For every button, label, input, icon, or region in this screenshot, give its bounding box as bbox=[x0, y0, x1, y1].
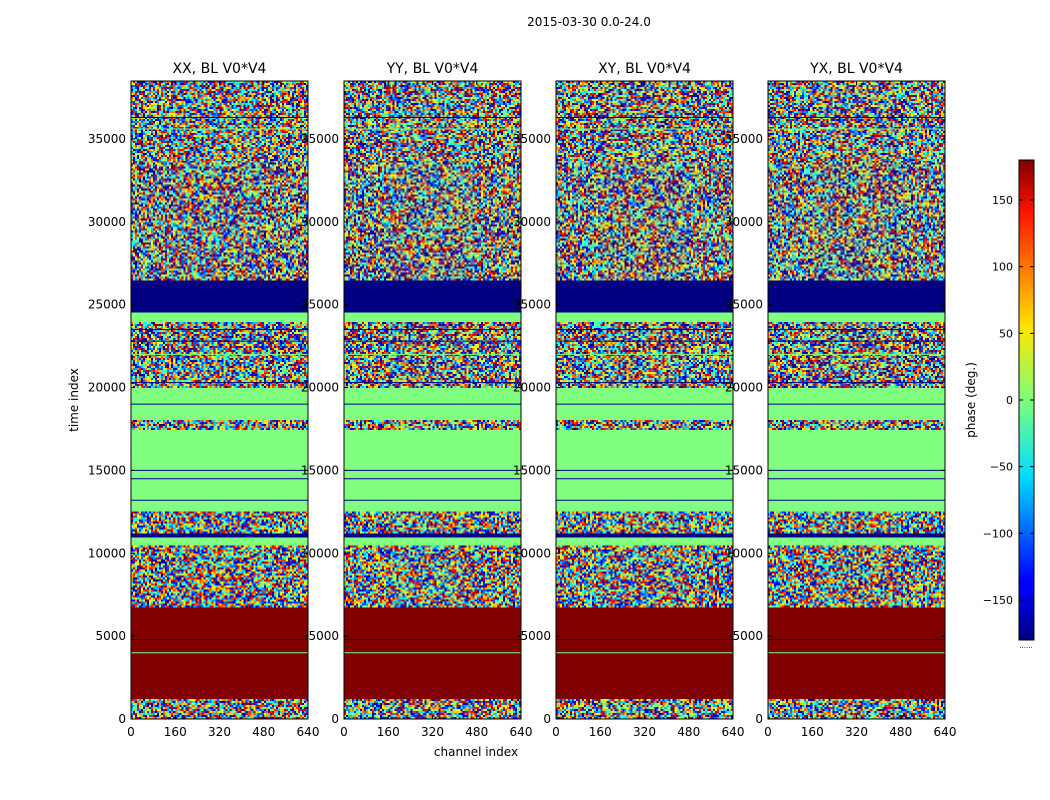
panel-1-xtick-label: 640 bbox=[297, 725, 320, 739]
colorbar-tick-label: −100 bbox=[983, 527, 1013, 540]
panels-group: XX, BL V0*V4 0 160 320 480 640 0 5000 10000 15000… bbox=[88, 61, 957, 739]
panel-1-xtick-label: 320 bbox=[208, 725, 231, 739]
panel-3-xtick-label: 480 bbox=[677, 725, 700, 739]
panel-4-ytick-label: 15000 bbox=[725, 463, 763, 477]
panel-2-ytick-label: 5000 bbox=[308, 629, 339, 643]
panel-1-xtick-label: 480 bbox=[252, 725, 275, 739]
panel-4-ytick-label: 25000 bbox=[725, 298, 763, 312]
panel-1-xtick-label: 0 bbox=[127, 725, 135, 739]
panel-4-xtick-label: 160 bbox=[801, 725, 824, 739]
panel-1: XX, BL V0*V4 0 160 320 480 640 0 5000 10000 15000… bbox=[88, 61, 320, 739]
panel-3-xtick-label: 0 bbox=[552, 725, 560, 739]
panel-3-ytick-label: 5000 bbox=[520, 629, 551, 643]
panel-2-title: YY, BL V0*V4 bbox=[386, 61, 479, 77]
panel-4-ytick-label: 30000 bbox=[725, 215, 763, 229]
panel-3-ytick-label: 0 bbox=[543, 712, 551, 726]
y-axis-label: time index bbox=[67, 368, 81, 432]
panel-2-xtick-label: 480 bbox=[465, 725, 488, 739]
figure-suptitle: 2015-03-30 0.0-24.0 bbox=[527, 15, 651, 29]
panel-4-title: YX, BL V0*V4 bbox=[809, 61, 903, 77]
panel-2-xtick-label: 0 bbox=[340, 725, 348, 739]
colorbar-footer: ...... bbox=[1019, 642, 1032, 650]
colorbar-tick-label: 100 bbox=[992, 261, 1013, 274]
panel-1-title: XX, BL V0*V4 bbox=[173, 61, 267, 77]
panel-3-ytick-label: 30000 bbox=[513, 215, 551, 229]
panel-1-phase-image bbox=[131, 81, 308, 719]
panel-3-title: XY, BL V0*V4 bbox=[598, 61, 691, 77]
panel-1-ytick-label: 35000 bbox=[88, 132, 126, 146]
panel-1-ytick-label: 0 bbox=[118, 712, 126, 726]
panel-3-phase-image bbox=[556, 81, 733, 719]
panel-4-phase-image bbox=[768, 81, 945, 719]
panel-4: YX, BL V0*V4 0 160 320 480 640 0 5000 10000 15000… bbox=[725, 61, 957, 739]
panel-4-ytick-label: 35000 bbox=[725, 132, 763, 146]
panel-2: YY, BL V0*V4 0 160 320 480 640 0 5000 10000 15000… bbox=[301, 61, 533, 739]
panel-3-ytick-label: 10000 bbox=[513, 546, 551, 560]
colorbar: 150 100 50 0 −50 −100 −150 bbox=[983, 159, 1035, 641]
panel-2-xtick-label: 160 bbox=[377, 725, 400, 739]
colorbar-tick-label: −150 bbox=[983, 594, 1013, 607]
colorbar-label: phase (deg.) bbox=[964, 362, 978, 438]
panel-4-xtick-label: 480 bbox=[889, 725, 912, 739]
colorbar-tick-label: 150 bbox=[992, 194, 1013, 207]
panel-2-ytick-label: 30000 bbox=[301, 215, 339, 229]
panel-1-ytick-label: 15000 bbox=[88, 463, 126, 477]
panel-3: XY, BL V0*V4 0 160 320 480 640 0 5000 10000 15000… bbox=[513, 61, 745, 739]
panel-2-ytick-label: 20000 bbox=[301, 381, 339, 395]
panel-4-xtick-label: 320 bbox=[845, 725, 868, 739]
panel-3-xtick-label: 640 bbox=[722, 725, 745, 739]
panel-4-xtick-label: 640 bbox=[934, 725, 957, 739]
panel-1-ytick-label: 20000 bbox=[88, 381, 126, 395]
x-axis-label: channel index bbox=[434, 745, 518, 759]
colorbar-tick-label: 50 bbox=[999, 327, 1013, 340]
panel-3-ytick-label: 25000 bbox=[513, 298, 551, 312]
colorbar-tick-label: −50 bbox=[990, 461, 1013, 474]
panel-3-ytick-label: 15000 bbox=[513, 463, 551, 477]
panel-2-ytick-label: 25000 bbox=[301, 298, 339, 312]
panel-2-phase-image bbox=[344, 81, 521, 719]
panel-3-xtick-label: 320 bbox=[633, 725, 656, 739]
colorbar-tick-label: 0 bbox=[1006, 394, 1013, 407]
panel-1-ytick-label: 30000 bbox=[88, 215, 126, 229]
panel-2-ytick-label: 0 bbox=[331, 712, 339, 726]
panel-4-ytick-label: 20000 bbox=[725, 381, 763, 395]
panel-4-xtick-label: 0 bbox=[764, 725, 772, 739]
panel-1-xtick-label: 160 bbox=[164, 725, 187, 739]
panel-4-ytick-label: 0 bbox=[755, 712, 763, 726]
panel-3-ytick-label: 35000 bbox=[513, 132, 551, 146]
panel-3-xtick-label: 160 bbox=[589, 725, 612, 739]
panel-1-ytick-label: 25000 bbox=[88, 298, 126, 312]
panel-1-ytick-label: 10000 bbox=[88, 546, 126, 560]
panel-2-ytick-label: 10000 bbox=[301, 546, 339, 560]
panel-4-ytick-label: 10000 bbox=[725, 546, 763, 560]
panel-1-ytick-label: 5000 bbox=[95, 629, 126, 643]
panel-2-xtick-label: 640 bbox=[510, 725, 533, 739]
panel-2-ytick-label: 15000 bbox=[301, 463, 339, 477]
panel-4-ytick-label: 5000 bbox=[732, 629, 763, 643]
panel-3-ytick-label: 20000 bbox=[513, 381, 551, 395]
panel-2-xtick-label: 320 bbox=[421, 725, 444, 739]
panel-2-ytick-label: 35000 bbox=[301, 132, 339, 146]
